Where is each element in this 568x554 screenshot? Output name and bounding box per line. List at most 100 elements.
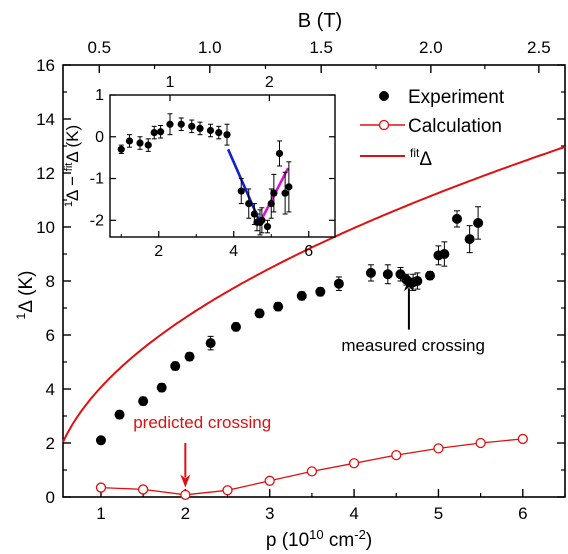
inset-point — [136, 139, 144, 147]
inset-y-tick-label: 1 — [95, 87, 104, 104]
calculation-point — [348, 458, 360, 469]
experiment-point — [273, 301, 284, 312]
y-axis-label: 1Δ (K) — [14, 271, 37, 320]
top-tick-label: 2.0 — [419, 38, 443, 57]
inset-point — [270, 189, 278, 197]
experiment-point — [365, 267, 376, 278]
experiment-point — [205, 338, 216, 349]
inset-point — [206, 126, 215, 135]
x-tick-label: 4 — [349, 504, 358, 523]
y-tick-label: 2 — [46, 434, 55, 453]
inset-y-tick-label: 0 — [95, 129, 104, 146]
inset-point — [267, 199, 275, 208]
inset-point — [245, 199, 253, 208]
x-axis-label: p (1010 cm-2) — [266, 527, 372, 551]
y-tick-label: 12 — [36, 164, 55, 183]
legend-fit-label: fitΔ — [410, 146, 432, 170]
top-tick-label: 0.5 — [87, 38, 111, 57]
predicted-crossing-arrowhead — [180, 474, 191, 488]
inset-data-points — [117, 113, 293, 236]
experiment-point — [315, 286, 326, 297]
calculation-point — [138, 484, 149, 495]
inset-point — [215, 128, 223, 137]
calculation-point — [264, 475, 275, 486]
experiment-point — [138, 396, 149, 407]
calculation-point — [517, 433, 528, 445]
experiment-point — [412, 276, 423, 286]
inset-point — [250, 210, 258, 218]
experiment-point — [296, 290, 307, 301]
inset-point — [281, 189, 289, 197]
y-tick-label: 10 — [36, 218, 55, 237]
inset-point — [177, 120, 185, 128]
experiment-point — [473, 217, 484, 228]
calculation-point — [180, 489, 191, 500]
inset-point — [237, 187, 245, 195]
x-tick-label: 3 — [265, 504, 274, 523]
top-tick-label: 1.5 — [309, 38, 333, 57]
inset-point — [263, 222, 272, 231]
inset-y-tick-label: -2 — [90, 212, 104, 229]
top-tick-label: 1.0 — [198, 38, 222, 57]
experiment-point — [170, 361, 181, 372]
inset-point — [144, 141, 152, 149]
main-data-points — [95, 206, 484, 446]
legend-experiment-marker — [379, 91, 389, 101]
y-tick-label: 6 — [46, 326, 55, 345]
inset-point — [117, 145, 125, 153]
inset-plot-frame — [109, 94, 336, 238]
inset-y-axis-label: 1Δ − fitΔ (K) — [63, 125, 82, 207]
inset-point — [150, 128, 158, 137]
experiment-point — [452, 213, 463, 224]
measured-crossing-arrowhead — [403, 278, 414, 292]
inset-point — [125, 137, 134, 145]
inset-top-tick-label: 1 — [166, 74, 175, 91]
legend-experiment-label: Experiment — [408, 87, 505, 108]
inset-x-tick-label: 4 — [229, 243, 238, 260]
inset-point — [223, 131, 231, 139]
experiment-point — [184, 351, 195, 362]
calculation-point — [95, 482, 107, 493]
y-tick-label: 16 — [36, 56, 55, 75]
legend: Experiment Calculation fitΔ — [360, 87, 505, 170]
calculation-point — [475, 437, 486, 449]
inset-point — [157, 128, 165, 136]
inset-point — [188, 122, 196, 130]
inset-x-tick-label: 2 — [154, 243, 163, 260]
top-tick-label: 2.5 — [527, 38, 551, 57]
experiment-point — [382, 269, 393, 280]
experiment-point — [254, 308, 265, 319]
experiment-point — [333, 278, 344, 289]
experiment-point — [439, 249, 450, 259]
main-curves — [62, 145, 566, 500]
inset-chart: 2 4 6 1 0 -1 -2 1 2 1Δ − fitΔ (K) — [63, 74, 336, 260]
calculation-point — [391, 449, 402, 461]
inset-axis-ticks: 2 4 6 1 0 -1 -2 1 2 — [90, 74, 335, 260]
calculation-point — [222, 485, 233, 496]
experiment-point — [95, 435, 106, 446]
legend-calculation-marker — [378, 119, 390, 131]
x-tick-label: 5 — [434, 504, 443, 523]
x-tick-label: 6 — [518, 504, 527, 523]
inset-point — [196, 124, 204, 133]
experiment-point — [464, 234, 475, 245]
y-tick-label: 4 — [46, 380, 55, 399]
y-tick-label: 14 — [36, 110, 55, 129]
predicted-crossing-label: predicted crossing — [133, 413, 271, 432]
legend-calculation-label: Calculation — [408, 116, 502, 137]
inset-point — [285, 183, 293, 191]
measured-crossing-label: measured crossing — [341, 336, 485, 355]
calculation-point — [306, 466, 318, 477]
y-tick-label: 8 — [46, 272, 55, 291]
experiment-point — [114, 409, 125, 420]
x-tick-label: 2 — [181, 504, 190, 523]
inset-point — [275, 149, 284, 158]
experiment-point — [156, 382, 167, 393]
inset-top-tick-label: 2 — [265, 74, 274, 91]
annotations: predicted crossing measured crossing — [133, 278, 485, 488]
inset-x-tick-label: 6 — [304, 243, 313, 260]
top-axis-label: B (T) — [298, 10, 342, 32]
